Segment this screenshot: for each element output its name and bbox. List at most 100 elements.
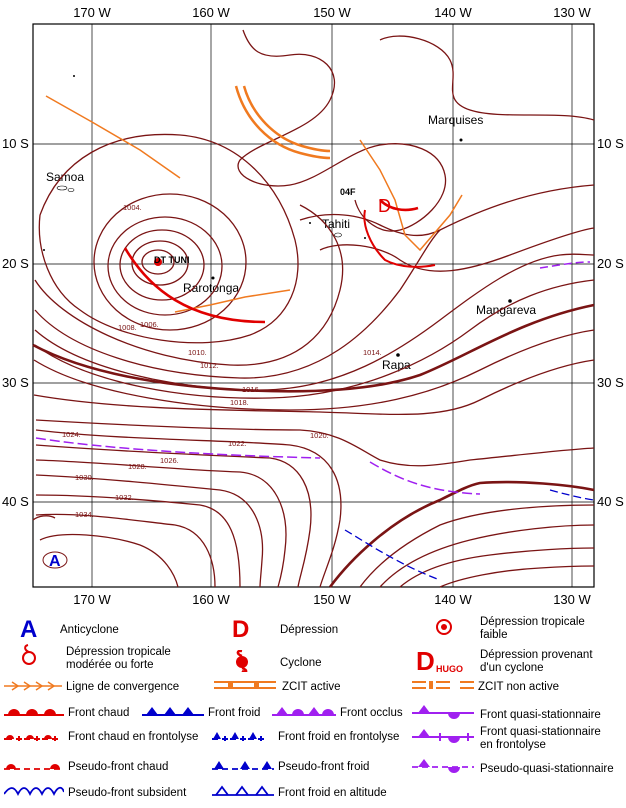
- lon-label-bottom-160w: 160 W: [192, 592, 230, 607]
- legend-cold-front: Front froid: [142, 704, 260, 722]
- legend-pseudo-quasi-stationary-label: Pseudo-quasi-stationnaire: [480, 763, 614, 775]
- legend-quasi-stationary-front-label: Front quasi-stationnaire: [480, 709, 601, 721]
- isobar: [379, 524, 595, 588]
- cyclone-remnant-icon: D HUGO: [416, 646, 463, 676]
- isobar: [34, 279, 595, 399]
- legend-cyclone: Cyclone: [232, 649, 322, 677]
- isobar-label-1022: 1022.: [228, 439, 247, 448]
- lon-label-top-150w: 150 W: [313, 5, 351, 20]
- isobar: [131, 240, 189, 286]
- lon-label-bottom-130w: 130 W: [553, 592, 591, 607]
- legend-occluded-front-label: Front occlus: [340, 706, 403, 719]
- cyclone-icon: [232, 649, 280, 677]
- legend-upper-cold-front: Front froid en altitude: [212, 784, 387, 803]
- marquises-island: [459, 138, 463, 142]
- lat-label-right-40s: 40 S: [597, 494, 624, 509]
- samoa-island-2: [67, 188, 75, 192]
- lon-label-bottom-150w: 150 W: [313, 592, 351, 607]
- legend-occluded-front: Front occlus: [272, 704, 403, 722]
- occluded-front-icon: [272, 704, 340, 722]
- legend-cold-front-label: Front froid: [208, 706, 261, 719]
- islet: [43, 249, 45, 251]
- itcz-band: [234, 85, 331, 160]
- legend-warm-front: Front chaud: [4, 704, 129, 722]
- warm-front: [379, 199, 419, 212]
- isobar-label-1004: 1004.: [123, 203, 142, 212]
- legend-pseudo-subsident-front-label: Pseudo-front subsident: [68, 787, 187, 799]
- tahiti-island: [334, 232, 342, 238]
- legend-pseudo-cold-front: Pseudo-front froid: [212, 758, 369, 776]
- isobar: [34, 229, 441, 379]
- warm-front: [123, 247, 266, 324]
- isobar: [379, 35, 595, 121]
- legend-quasi-stationary-frontolysis-label: Front quasi-stationnaire en frontolyse: [480, 726, 601, 751]
- isobar: [93, 193, 247, 331]
- lon-label-top-130w: 130 W: [553, 5, 591, 20]
- isobar: [319, 227, 595, 272]
- place-tahiti: Tahiti: [322, 217, 350, 231]
- isobar: [35, 444, 312, 588]
- dt-tuni-label: DT TUNI: [154, 255, 190, 265]
- hugo-label: HUGO: [436, 664, 463, 674]
- legend-anticyclone-label: Anticyclone: [60, 623, 119, 636]
- isobar-label-1034: 1034.: [75, 510, 94, 519]
- islet: [364, 237, 366, 239]
- legend-moderate-tropical-depression: Dépression tropicale modérée ou forte: [20, 644, 216, 673]
- legend-depression-label: Dépression: [280, 623, 339, 636]
- warm-frontolysis-icon: [4, 728, 68, 746]
- isobar: [299, 184, 595, 237]
- legend-itcz-active-label: ZCIT active: [282, 680, 341, 693]
- legend-pseudo-quasi-stationary: Pseudo-quasi-stationnaire: [412, 758, 614, 781]
- isobar: [34, 204, 344, 366]
- itcz-active-band: [242, 85, 331, 153]
- legend-quasi-stationary-frontolysis: Front quasi-stationnaire en frontolyse: [412, 726, 610, 752]
- cyclone-symbol: [154, 258, 162, 266]
- place-rarotonga: Rarotonga: [183, 281, 239, 295]
- quasi-stationary-frontolysis-icon: [412, 728, 480, 751]
- mangareva-island: [508, 299, 512, 303]
- legend-cold-frontolysis: Front froid en frontolyse: [212, 728, 399, 746]
- isobar: [35, 513, 216, 588]
- isobar: [39, 533, 179, 588]
- isobar-label-1016: 1016.: [242, 385, 261, 394]
- warm-front-icon: [4, 704, 68, 722]
- legend-upper-cold-front-label: Front froid en altitude: [278, 787, 387, 799]
- convergence-line: [45, 95, 181, 179]
- isobar: [119, 229, 205, 301]
- anticyclone-contour: [42, 551, 68, 569]
- isobar: [33, 329, 595, 411]
- islet: [309, 222, 311, 224]
- pseudo-warm-front-icon: [4, 758, 68, 776]
- fronts: [35, 199, 595, 581]
- legend-cyclone-remnant-label: Dépression provenant d'un cyclone: [480, 649, 593, 674]
- isobar: [34, 253, 595, 391]
- isobar: [328, 480, 595, 588]
- place-mangareva: Mangareva: [476, 303, 536, 317]
- lat-label-left-10s: 10 S: [2, 136, 29, 151]
- lat-label-left-30s: 30 S: [2, 375, 29, 390]
- legend-itcz-active: ZCIT active: [214, 678, 341, 696]
- occluded-front: [35, 437, 321, 459]
- pseudo-cold-front-icon: [212, 758, 278, 776]
- legend-convergence-line-label: Ligne de convergence: [66, 680, 180, 693]
- legend-quasi-stationary-front: Front quasi-stationnaire: [412, 704, 601, 727]
- quasi-stationary-front-icon: [412, 704, 480, 727]
- legend-itcz-inactive-label: ZCIT non active: [478, 680, 559, 693]
- latitude-labels-right: 10 S 20 S 30 S 40 S: [597, 136, 624, 509]
- lat-label-right-20s: 20 S: [597, 256, 624, 271]
- itcz-inactive-icon: [412, 678, 478, 696]
- depression-letter-d: D: [378, 196, 391, 216]
- isobar-label-1014: 1014.: [363, 348, 382, 357]
- legend-pseudo-warm-front: Pseudo-front chaud: [4, 758, 168, 776]
- lon-label-top-170w: 170 W: [73, 5, 111, 20]
- upper-cold-front-icon: [212, 784, 278, 803]
- isobar: [35, 419, 595, 467]
- warm-front: [363, 209, 436, 268]
- isobar: [33, 359, 595, 416]
- legend-convergence-line: Ligne de convergence: [4, 678, 179, 696]
- isobar: [141, 249, 175, 275]
- moderate-tropical-depression-icon: [20, 644, 66, 673]
- cold-front: [344, 529, 441, 581]
- isobar: [439, 565, 595, 588]
